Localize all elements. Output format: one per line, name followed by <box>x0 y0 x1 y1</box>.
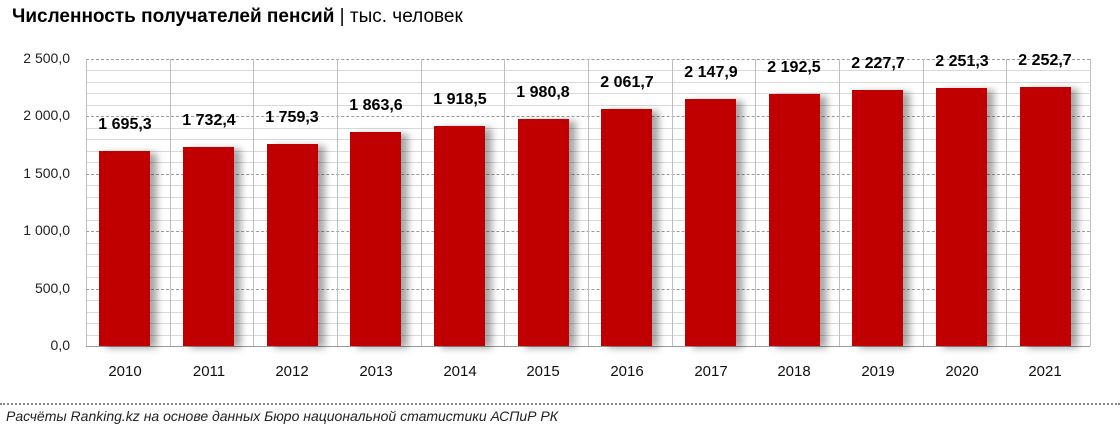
value-label: 2 251,3 <box>935 53 989 70</box>
x-axis-tick-label: 2015 <box>526 363 560 380</box>
category-gridline <box>421 59 422 346</box>
category-gridline <box>504 59 505 346</box>
category-gridline <box>1090 59 1091 346</box>
category-gridline <box>1006 59 1007 346</box>
x-axis-tick-label: 2017 <box>694 363 728 380</box>
title-separator: | <box>334 6 350 27</box>
category-gridline <box>253 59 254 346</box>
bar-2017 <box>685 99 736 346</box>
y-axis-tick-label: 2 000,0 <box>23 107 70 124</box>
category-gridline <box>923 59 924 346</box>
y-axis-tick-label: 500,0 <box>34 279 70 296</box>
y-axis-tick-label: 0,0 <box>50 337 70 353</box>
value-label: 1 980,8 <box>516 84 570 101</box>
x-axis-tick-label: 2018 <box>777 363 811 380</box>
category-gridline <box>86 59 87 346</box>
value-label: 2 147,9 <box>684 64 738 81</box>
x-axis-tick-label: 2016 <box>610 363 644 380</box>
value-label: 2 061,7 <box>600 74 654 91</box>
value-label: 1 732,4 <box>182 112 236 129</box>
bar-2015 <box>518 119 569 346</box>
category-gridline <box>588 59 589 346</box>
category-gridline <box>755 59 756 346</box>
bar-2021 <box>1020 87 1071 346</box>
bar-2018 <box>769 94 820 346</box>
chart-unit: тыс. человек <box>349 6 463 27</box>
category-gridline <box>672 59 673 346</box>
x-axis-tick-label: 2021 <box>1028 363 1062 380</box>
y-axis-tick-label: 1 000,0 <box>23 222 70 239</box>
source-note: Расчёты Ranking.kz на основе данных Бюро… <box>6 408 558 424</box>
x-axis-tick-label: 2010 <box>108 363 142 380</box>
value-label: 1 918,5 <box>433 91 487 108</box>
x-axis-tick-label: 2019 <box>861 363 895 380</box>
value-label: 2 192,5 <box>767 59 821 76</box>
major-gridline <box>86 346 1090 347</box>
bar-2014 <box>434 126 485 346</box>
x-axis-tick-label: 2020 <box>945 363 979 380</box>
value-label: 1 759,3 <box>265 109 319 126</box>
bar-2011 <box>183 147 234 346</box>
bar-2020 <box>936 88 987 346</box>
y-axis-tick-label: 1 500,0 <box>23 164 70 181</box>
x-axis-tick-label: 2011 <box>192 363 226 380</box>
category-gridline <box>170 59 171 346</box>
value-label: 1 695,3 <box>98 116 152 133</box>
bar-2016 <box>601 109 652 346</box>
y-axis-tick-label: 2 500,0 <box>23 50 70 66</box>
value-label: 2 227,7 <box>851 55 905 72</box>
chart-title: Численность получателей пенсий | тыс. че… <box>12 6 463 28</box>
x-axis-tick-label: 2013 <box>359 363 393 380</box>
bar-2013 <box>350 132 401 346</box>
bar-2019 <box>852 90 903 346</box>
bar-2010 <box>99 151 150 346</box>
chart-title-main: Численность получателей пенсий <box>12 6 335 27</box>
value-label: 1 863,6 <box>349 97 403 114</box>
value-label: 2 252,7 <box>1018 52 1072 69</box>
x-axis-tick-label: 2012 <box>275 363 309 380</box>
bar-2012 <box>267 144 318 346</box>
category-gridline <box>839 59 840 346</box>
x-axis-tick-label: 2014 <box>443 363 477 380</box>
divider <box>0 403 1120 405</box>
category-gridline <box>337 59 338 346</box>
